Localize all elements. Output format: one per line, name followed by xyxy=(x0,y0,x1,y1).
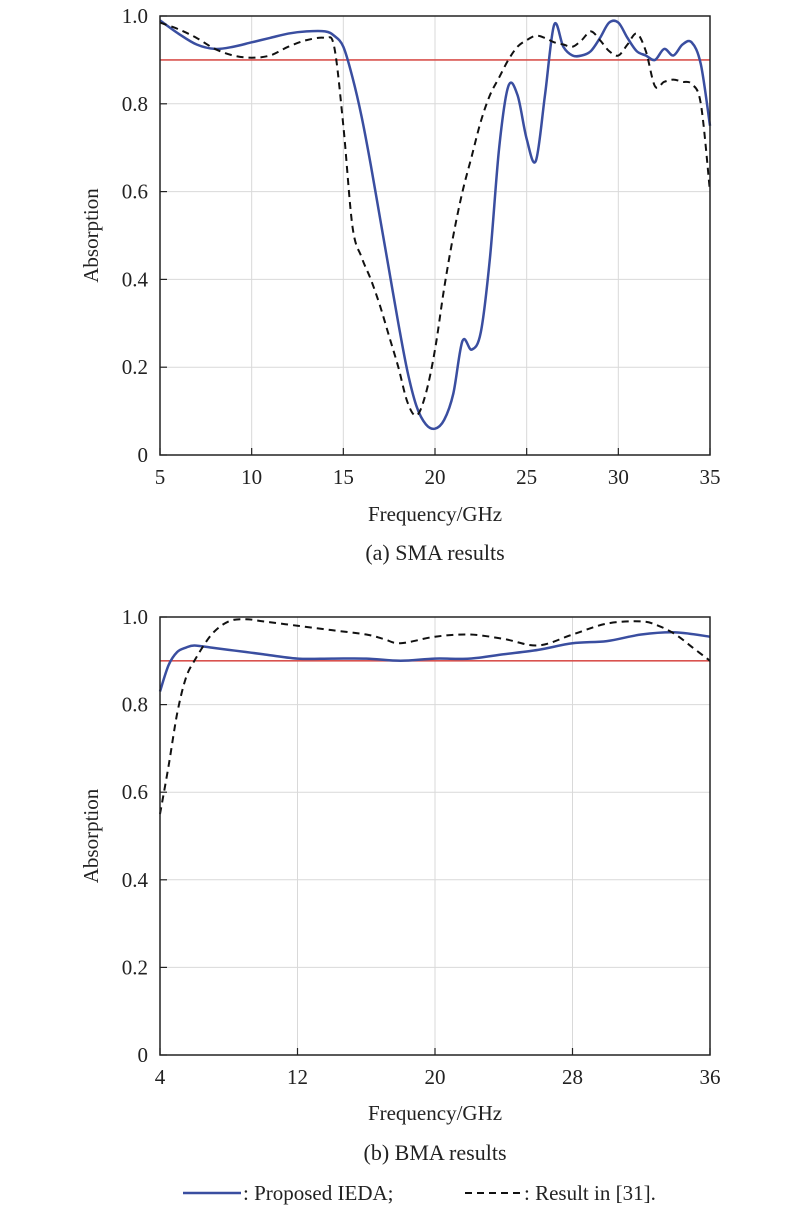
series-line-proposed-ieda xyxy=(158,631,711,692)
legend-solid-label: : Proposed IEDA; xyxy=(243,1181,394,1205)
x-tick-label: 4 xyxy=(155,1065,166,1089)
chart-b-ticks: 4 12 20 28 36 0 0.2 0.4 0.6 0.8 1.0 xyxy=(122,605,721,1089)
x-tick-label: 30 xyxy=(608,465,629,489)
series-line-result-31 xyxy=(159,21,711,417)
x-tick-label: 10 xyxy=(241,465,262,489)
legend: : Proposed IEDA; : Result in [31]. xyxy=(183,1181,656,1205)
y-tick-label: 0 xyxy=(138,443,149,467)
y-tick-label: 1.0 xyxy=(122,605,148,629)
chart-a-y-axis-label: Absorption xyxy=(79,188,103,283)
chart-a-x-axis-label: Frequency/GHz xyxy=(368,502,502,526)
y-tick-label: 0.4 xyxy=(122,267,149,291)
y-tick-label: 0.2 xyxy=(122,955,148,979)
y-tick-label: 1.0 xyxy=(122,4,148,28)
chart-a-ticks: 5 10 15 20 25 30 35 0 0.2 0.4 0.6 0.8 1.0 xyxy=(122,4,721,489)
x-tick-label: 35 xyxy=(700,465,721,489)
x-tick-label: 20 xyxy=(425,1065,446,1089)
chart-a-series xyxy=(159,19,712,431)
x-tick-label: 25 xyxy=(516,465,537,489)
series-line-result-31 xyxy=(159,618,711,815)
y-tick-label: 0.8 xyxy=(122,693,148,717)
chart-b-caption: (b) BMA results xyxy=(364,1140,507,1165)
x-tick-label: 5 xyxy=(155,465,166,489)
chart-b-x-axis-label: Frequency/GHz xyxy=(368,1101,502,1125)
x-tick-label: 28 xyxy=(562,1065,583,1089)
y-tick-label: 0.6 xyxy=(122,180,148,204)
legend-dashed-label: : Result in [31]. xyxy=(524,1181,656,1205)
y-tick-label: 0.2 xyxy=(122,355,148,379)
x-tick-label: 12 xyxy=(287,1065,308,1089)
y-tick-label: 0.4 xyxy=(122,868,149,892)
series-line-proposed-ieda xyxy=(159,19,712,431)
chart-b-series xyxy=(158,618,711,815)
chart-a: 5 10 15 20 25 30 35 0 0.2 0.4 0.6 0.8 1.0 Absorption… xyxy=(79,4,721,565)
x-tick-label: 36 xyxy=(700,1065,721,1089)
y-tick-label: 0.8 xyxy=(122,92,148,116)
chart-b-y-axis-label: Absorption xyxy=(79,788,103,883)
x-tick-label: 15 xyxy=(333,465,354,489)
x-tick-label: 20 xyxy=(425,465,446,489)
chart-a-caption: (a) SMA results xyxy=(365,540,504,565)
chart-b-grid xyxy=(159,616,711,1056)
chart-b: 4 12 20 28 36 0 0.2 0.4 0.6 0.8 1.0 Absorption Fre… xyxy=(79,605,721,1165)
y-tick-label: 0 xyxy=(138,1043,149,1067)
chart-a-grid xyxy=(159,15,711,456)
y-tick-label: 0.6 xyxy=(122,780,148,804)
